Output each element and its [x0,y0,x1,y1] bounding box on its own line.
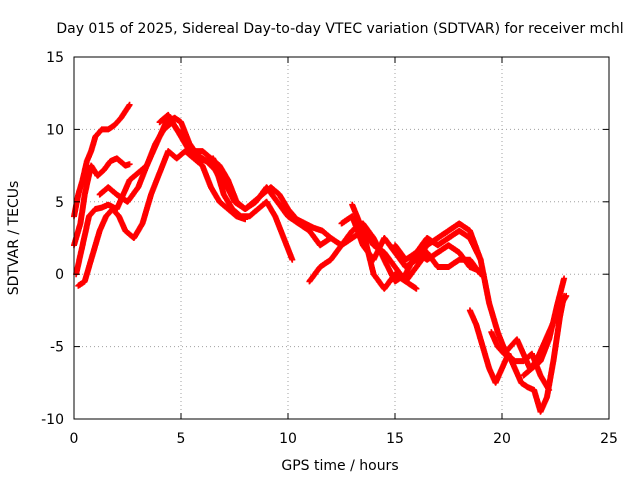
y-tick-label: 5 [55,195,64,211]
x-tick-label: 10 [279,431,297,447]
y-axis-ticks: -10 -5 0 5 10 15 [41,50,609,428]
x-tick-label: 15 [386,431,404,447]
x-axis-label: GPS time / hours [281,458,398,474]
series-satellite-track-14 [520,275,568,379]
series-markers [466,292,568,415]
series-markers [349,201,484,292]
series-satellite-track-5 [96,119,296,263]
series-markers [75,148,249,289]
y-tick-label: 10 [46,122,64,138]
series-satellite-track-4 [75,148,249,289]
x-tick-label: 0 [70,431,79,447]
series-satellite-track-10 [349,201,484,292]
y-tick-label: 0 [55,267,64,283]
x-tick-label: 20 [493,431,511,447]
x-tick-label: 5 [177,431,186,447]
data-points [71,101,570,415]
y-tick-label: -5 [50,340,64,356]
series-markers [520,275,568,379]
series-satellite-track-12 [466,292,568,415]
series-markers [96,119,296,263]
plot-frame [73,56,610,420]
grid-lines [74,57,609,419]
y-tick-label: -10 [41,412,64,428]
chart-title: Day 015 of 2025, Sidereal Day-to-day VTE… [56,21,623,37]
x-tick-label: 25 [600,431,618,447]
x-axis-ticks: 0 5 10 15 20 25 [70,57,618,447]
y-tick-label: 15 [46,50,64,66]
y-axis-label: SDTVAR / TECUs [6,181,22,296]
